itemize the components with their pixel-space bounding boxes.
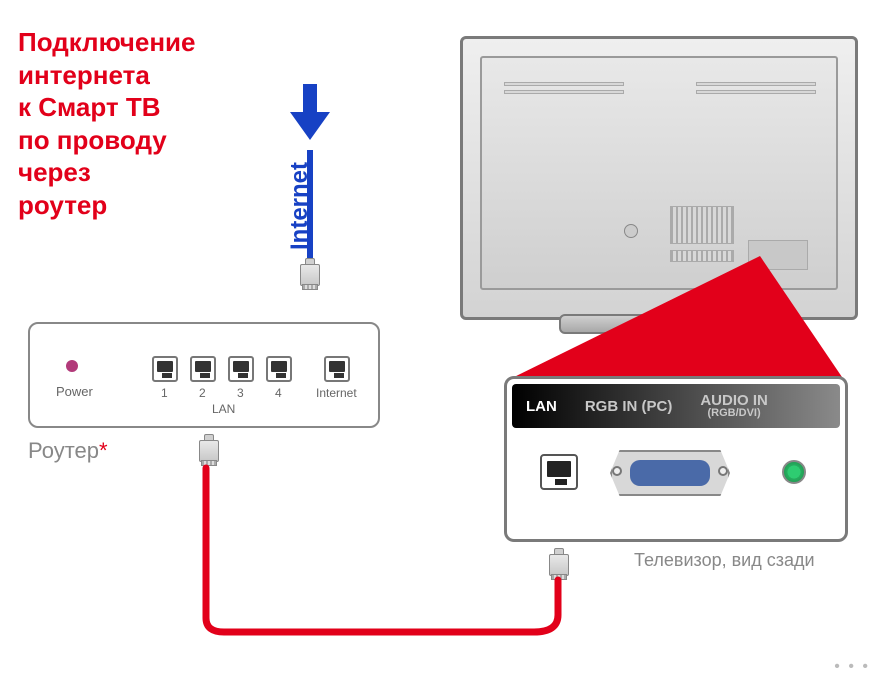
- panel-rgb-label: RGB IN (PC): [571, 398, 687, 415]
- tv-port-region: [748, 240, 808, 270]
- tv-back-button: [624, 224, 638, 238]
- router-caption-text: Роутер: [28, 438, 99, 463]
- router-lan-port-4: [266, 356, 292, 382]
- panel-vga-port: [610, 450, 730, 496]
- router-lan-port-3: [228, 356, 254, 382]
- router-lan-port-1: [152, 356, 178, 382]
- tv-caption: Телевизор, вид сзади: [634, 550, 815, 571]
- panel-audio-label: AUDIO IN (RGB/DVI): [686, 393, 782, 419]
- rj45-router-plug: [196, 434, 222, 468]
- tv-stand: [559, 314, 759, 334]
- rj45-internet-plug: [297, 258, 323, 292]
- rj45-tv-plug: [546, 548, 572, 582]
- arrow-shaft: [303, 84, 317, 114]
- tv-grille-2: [670, 250, 734, 262]
- panel-audio-l1: AUDIO IN: [700, 393, 768, 408]
- panel-audio-jack: [782, 460, 806, 484]
- port-label-1: 1: [161, 386, 168, 400]
- tv-vent-4: [696, 90, 816, 94]
- router-internet-port: [324, 356, 350, 382]
- arrow-head: [290, 112, 330, 140]
- tv-vent-3: [696, 82, 816, 86]
- port-label-2: 2: [199, 386, 206, 400]
- port-label-3: 3: [237, 386, 244, 400]
- panel-audio-l2: (RGB/DVI): [700, 408, 768, 419]
- tv-device: [460, 36, 858, 320]
- internet-cable: [307, 150, 313, 260]
- tv-grille-1: [670, 206, 734, 244]
- lan-group-label: LAN: [212, 402, 235, 416]
- port-label-4: 4: [275, 386, 282, 400]
- router-caption: Роутер*: [28, 438, 108, 464]
- tv-vent-1: [504, 82, 624, 86]
- internet-port-label: Internet: [316, 386, 357, 400]
- internet-arrow: [290, 84, 330, 144]
- panel-lan-port: [540, 454, 578, 490]
- title-text: Подключение интернета к Смарт ТВ по пров…: [18, 26, 196, 221]
- power-led: [66, 360, 78, 372]
- power-label: Power: [56, 384, 93, 399]
- router-asterisk: *: [99, 438, 108, 463]
- footer-dots: • • •: [834, 658, 870, 676]
- router-lan-port-2: [190, 356, 216, 382]
- panel-lan-label: LAN: [512, 398, 571, 415]
- tv-vent-2: [504, 90, 624, 94]
- panel-header: LAN RGB IN (PC) AUDIO IN (RGB/DVI): [512, 384, 840, 428]
